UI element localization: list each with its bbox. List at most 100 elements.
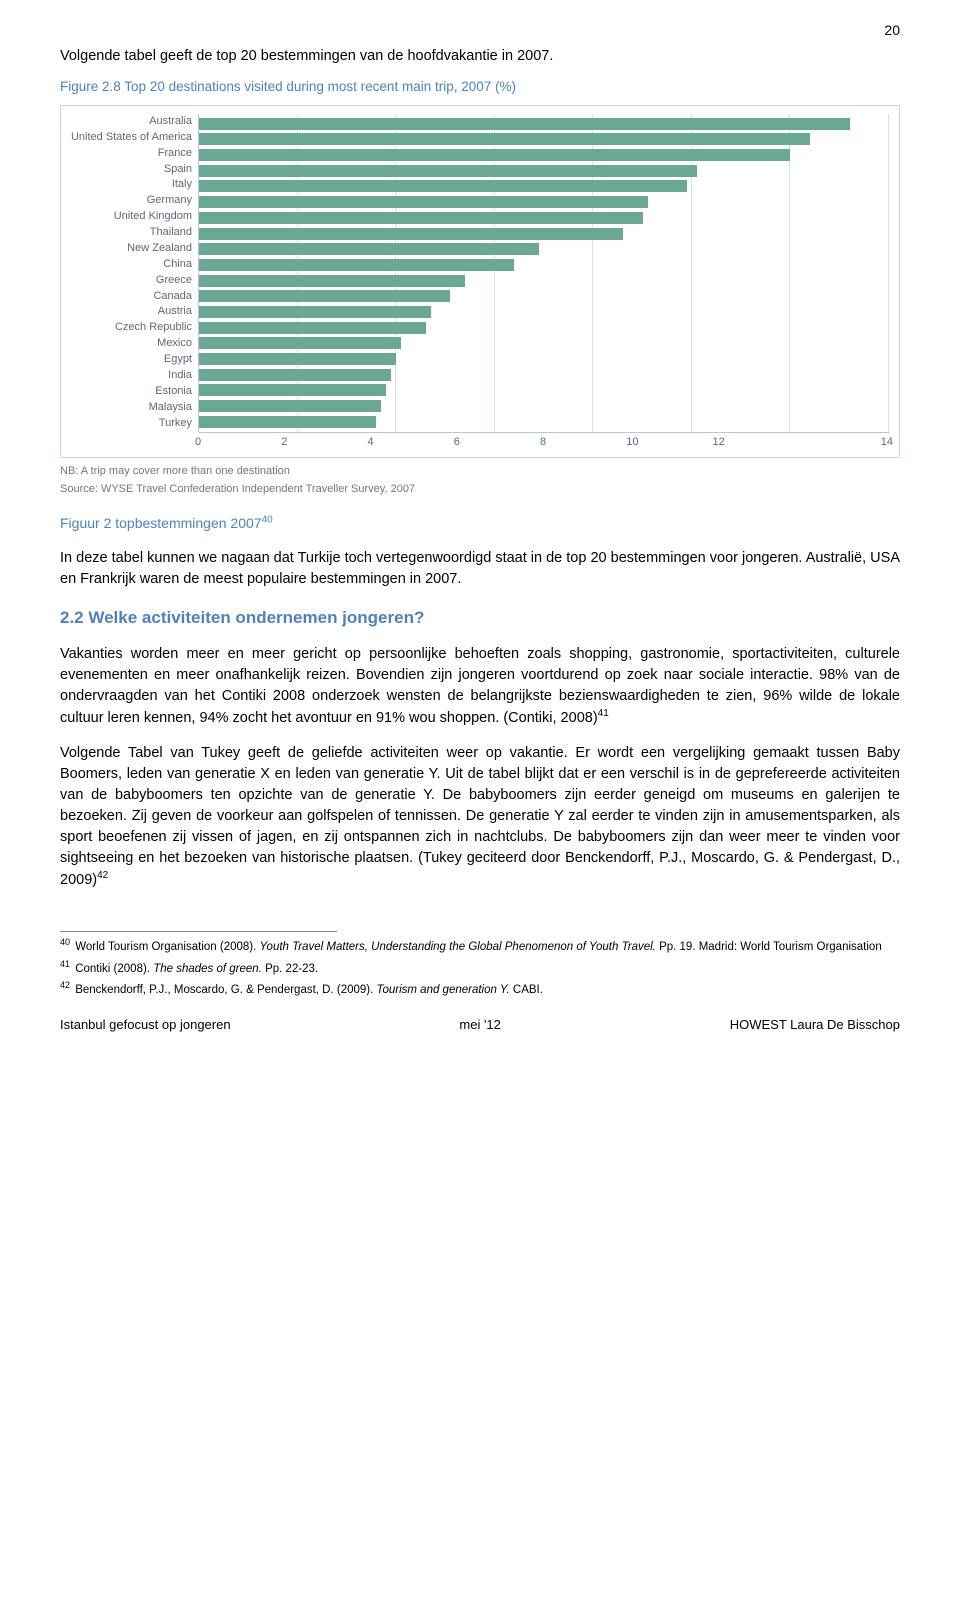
- figure-header: Figure 2.8 Top 20 destinations visited d…: [60, 77, 900, 97]
- chart-bar: [199, 337, 401, 349]
- chart-y-label: China: [69, 257, 192, 273]
- chart-bar-row: [199, 383, 889, 399]
- chart-y-label: Egypt: [69, 352, 192, 368]
- chart-bar: [199, 243, 539, 255]
- chart-bar: [199, 180, 687, 192]
- chart-bar: [199, 384, 386, 396]
- footnote: 42 Benckendorff, P.J., Moscardo, G. & Pe…: [60, 979, 900, 998]
- figure-caption: Figuur 2 topbestemmingen 200740: [60, 513, 900, 533]
- chart-bar-row: [199, 336, 889, 352]
- chart-y-label: France: [69, 146, 192, 162]
- paragraph-2-text: Vakanties worden meer en meer gericht op…: [60, 646, 900, 726]
- footer-center: mei '12: [459, 1016, 501, 1035]
- chart-bar-row: [199, 288, 889, 304]
- chart-y-label: Mexico: [69, 336, 192, 352]
- paragraph-3-text: Volgende Tabel van Tukey geeft de gelief…: [60, 745, 900, 888]
- chart-bar: [199, 369, 391, 381]
- chart-bar-row: [199, 273, 889, 289]
- paragraph-1: In deze tabel kunnen we nagaan dat Turki…: [60, 548, 900, 590]
- footnote-num: 40: [60, 937, 70, 947]
- chart-bar-row: [199, 241, 889, 257]
- chart-bar: [199, 306, 431, 318]
- chart-bar-row: [199, 210, 889, 226]
- chart-bar-row: [199, 351, 889, 367]
- chart-y-label: India: [69, 368, 192, 384]
- figure-caption-text: Figuur 2 topbestemmingen 2007: [60, 515, 262, 531]
- footnote-italic: The shades of green.: [153, 962, 262, 974]
- chart-bar-row: [199, 257, 889, 273]
- chart-bar-row: [199, 414, 889, 430]
- chart-source-note: Source: WYSE Travel Confederation Indepe…: [60, 482, 900, 498]
- chart-y-label: Italy: [69, 177, 192, 193]
- intro-paragraph: Volgende tabel geeft de top 20 bestemmin…: [60, 46, 900, 67]
- chart-y-labels: AustraliaUnited States of AmericaFranceS…: [69, 114, 199, 432]
- chart-bar: [199, 196, 648, 208]
- paragraph-3: Volgende Tabel van Tukey geeft de gelief…: [60, 743, 900, 891]
- chart-y-label: Estonia: [69, 384, 192, 400]
- chart-y-label: Spain: [69, 162, 192, 178]
- chart-bar-row: [199, 398, 889, 414]
- footnote-italic: Youth Travel Matters, Understanding the …: [260, 941, 656, 953]
- chart-bar: [199, 118, 850, 130]
- paragraph-3-ref: 42: [97, 870, 108, 881]
- chart-bar: [199, 165, 697, 177]
- chart-x-tick: 8: [544, 435, 630, 451]
- chart-y-label: Turkey: [69, 416, 192, 432]
- chart-bar: [199, 322, 426, 334]
- chart-y-label: Greece: [69, 273, 192, 289]
- chart-bar: [199, 275, 465, 287]
- footnote: 41 Contiki (2008). The shades of green. …: [60, 958, 900, 977]
- page-number: 20: [60, 20, 900, 40]
- chart-bar: [199, 353, 396, 365]
- chart-y-label: Canada: [69, 289, 192, 305]
- chart-bar-row: [199, 194, 889, 210]
- chart-bar: [199, 133, 810, 145]
- footnote-num: 41: [60, 959, 70, 969]
- chart-nb-note: NB: A trip may cover more than one desti…: [60, 464, 900, 480]
- chart-x-tick: 2: [285, 435, 371, 451]
- chart-bar: [199, 400, 381, 412]
- chart-x-axis: 02468101214: [199, 432, 889, 451]
- chart-bar: [199, 212, 643, 224]
- chart-bar-row: [199, 116, 889, 132]
- chart-bar-row: [199, 320, 889, 336]
- chart-bar-row: [199, 163, 889, 179]
- section-heading-2-2: 2.2 Welke activiteiten ondernemen jonger…: [60, 606, 900, 631]
- chart-x-tick: 14: [803, 435, 889, 451]
- footnote: 40 World Tourism Organisation (2008). Yo…: [60, 936, 900, 955]
- chart-y-label: Austria: [69, 304, 192, 320]
- chart-x-tick: 12: [717, 435, 803, 451]
- chart-y-label: Germany: [69, 193, 192, 209]
- chart-bar-row: [199, 147, 889, 163]
- footnote-italic: Tourism and generation Y.: [377, 984, 510, 996]
- chart-y-label: Australia: [69, 114, 192, 130]
- chart-x-tick: 10: [630, 435, 716, 451]
- footnotes: 40 World Tourism Organisation (2008). Yo…: [60, 936, 900, 998]
- chart-x-tick: 6: [458, 435, 544, 451]
- chart-bar: [199, 416, 376, 428]
- chart-bar-row: [199, 226, 889, 242]
- figure-caption-ref: 40: [262, 515, 273, 526]
- chart-x-tick: 0: [199, 435, 285, 451]
- chart-y-label: United States of America: [69, 130, 192, 146]
- chart-bar-row: [199, 304, 889, 320]
- chart-bar: [199, 259, 514, 271]
- page-footer: Istanbul gefocust op jongeren mei '12 HO…: [60, 1016, 900, 1035]
- chart-bar-row: [199, 367, 889, 383]
- paragraph-2: Vakanties worden meer en meer gericht op…: [60, 644, 900, 729]
- chart-y-label: Czech Republic: [69, 320, 192, 336]
- chart-y-label: United Kingdom: [69, 209, 192, 225]
- chart-bar: [199, 149, 790, 161]
- paragraph-2-ref: 41: [598, 708, 609, 719]
- footer-right: HOWEST Laura De Bisschop: [730, 1016, 900, 1035]
- chart-bars-area: [199, 114, 889, 432]
- footnote-num: 42: [60, 980, 70, 990]
- chart-y-label: Thailand: [69, 225, 192, 241]
- chart-y-label: New Zealand: [69, 241, 192, 257]
- footer-left: Istanbul gefocust op jongeren: [60, 1016, 231, 1035]
- chart-bar: [199, 228, 623, 240]
- chart-bar-row: [199, 132, 889, 148]
- chart-bar: [199, 290, 450, 302]
- bar-chart: AustraliaUnited States of AmericaFranceS…: [60, 105, 900, 458]
- chart-x-tick: 4: [372, 435, 458, 451]
